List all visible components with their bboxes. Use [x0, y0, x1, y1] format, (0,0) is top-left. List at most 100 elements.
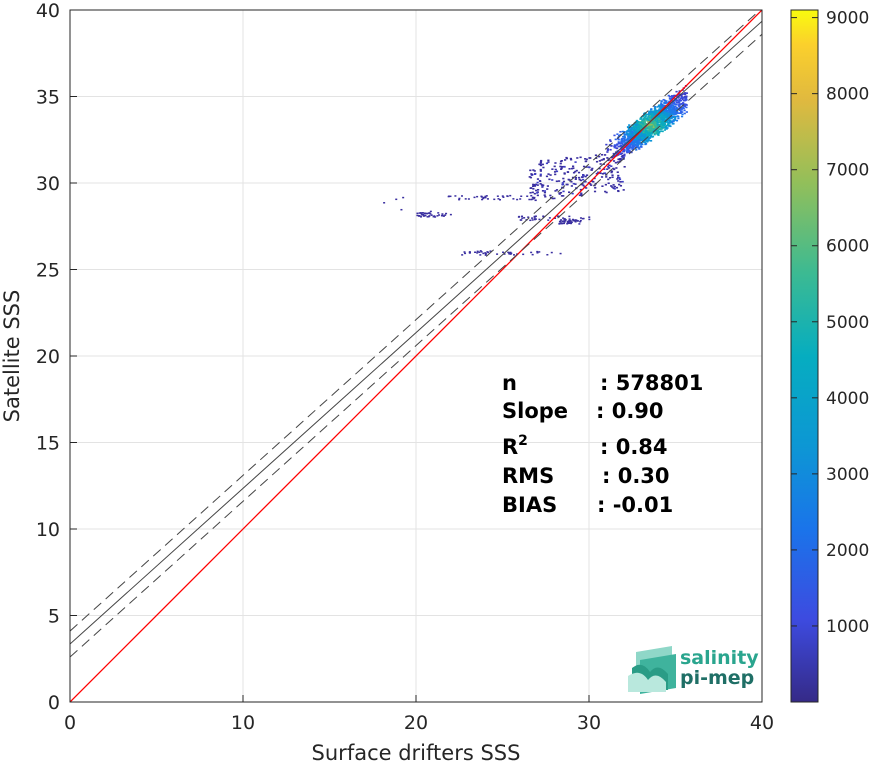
density-cell — [539, 168, 542, 171]
density-cell — [625, 131, 628, 133]
stat-value: : 0.30 — [602, 464, 670, 488]
density-cell — [631, 131, 634, 133]
density-cell — [539, 162, 542, 164]
density-cell — [657, 122, 660, 124]
density-cell — [675, 106, 678, 109]
density-cell — [659, 107, 662, 110]
density-cell — [479, 250, 482, 252]
x-tick-label: 0 — [64, 712, 76, 734]
density-cell — [658, 131, 661, 134]
density-cell — [617, 158, 620, 161]
density-cell — [645, 113, 648, 116]
density-cell — [670, 109, 673, 111]
density-cell — [536, 178, 540, 180]
density-cell — [671, 109, 675, 112]
density-cell — [485, 195, 488, 197]
density-cell — [653, 108, 656, 110]
density-cell — [610, 185, 613, 187]
density-cell — [613, 187, 616, 190]
density-cell — [482, 196, 485, 199]
density-cell — [658, 119, 661, 122]
density-cell — [617, 150, 620, 153]
density-cell — [561, 182, 564, 184]
density-cell — [502, 251, 505, 254]
density-cell — [633, 138, 636, 141]
density-cell — [624, 139, 627, 142]
density-cell — [383, 202, 386, 204]
density-cell — [619, 130, 622, 133]
density-cell — [623, 139, 626, 141]
density-cell — [626, 126, 630, 128]
density-cell — [619, 181, 622, 183]
density-cell — [560, 195, 564, 197]
density-cell — [616, 161, 619, 163]
density-cell — [610, 171, 613, 174]
density-cell — [663, 99, 667, 102]
density-cell — [547, 159, 550, 162]
density-cell — [682, 102, 685, 104]
density-cell — [654, 132, 657, 135]
density-cell — [674, 115, 677, 118]
regression-lines — [70, 10, 762, 702]
stat-value: : 0.84 — [600, 435, 668, 459]
density-cell — [445, 212, 448, 215]
density-cell — [567, 221, 570, 223]
density-cell — [534, 199, 537, 202]
density-cell — [608, 167, 611, 169]
density-cell — [570, 180, 573, 183]
density-cell — [669, 99, 673, 101]
density-cell — [564, 159, 567, 161]
density-cell — [678, 103, 681, 105]
density-cell — [419, 212, 422, 214]
density-cell — [441, 214, 444, 217]
density-cell — [662, 109, 666, 112]
density-cell — [628, 145, 632, 148]
density-cell — [662, 104, 665, 107]
density-cell — [615, 186, 619, 189]
density-cell — [660, 103, 663, 106]
density-cell — [554, 190, 557, 192]
density-cell — [672, 107, 676, 109]
density-cell — [572, 219, 575, 221]
density-cell — [649, 123, 653, 126]
density-cell — [637, 129, 641, 131]
density-cell — [482, 252, 485, 255]
density-cell — [509, 194, 512, 197]
density-cell — [565, 183, 568, 186]
density-cell — [628, 124, 631, 126]
density-cell — [617, 134, 621, 137]
density-cell — [679, 111, 683, 113]
density-cell — [637, 146, 640, 149]
density-cell — [628, 135, 631, 137]
density-cell — [673, 113, 677, 116]
density-cell — [648, 119, 651, 122]
density-cell — [644, 132, 647, 135]
density-cell — [660, 114, 663, 116]
density-cell — [619, 153, 622, 155]
density-cell — [653, 113, 656, 115]
colorbar-tick-label: 1000 — [826, 617, 869, 637]
density-cell — [611, 176, 614, 179]
density-cell — [508, 253, 511, 255]
density-cell — [642, 135, 645, 138]
density-cell — [666, 112, 669, 114]
density-cell — [636, 143, 640, 146]
density-cell — [644, 141, 647, 144]
density-cell — [650, 129, 654, 131]
density-cell — [632, 140, 635, 142]
density-cell — [639, 142, 642, 145]
density-cell — [633, 146, 636, 148]
density-cell — [634, 124, 637, 126]
density-cell — [651, 122, 655, 124]
density-cell — [619, 134, 622, 136]
density-cell — [572, 171, 576, 174]
density-cell — [667, 121, 670, 124]
colorbar-tick-label: 2000 — [826, 541, 869, 561]
stat-value: : 0.90 — [596, 399, 664, 423]
density-cell — [621, 154, 624, 157]
density-cell — [665, 121, 669, 123]
density-cell — [595, 172, 598, 175]
density-cell — [672, 112, 675, 114]
density-cell — [640, 125, 643, 128]
density-cell — [678, 90, 681, 92]
